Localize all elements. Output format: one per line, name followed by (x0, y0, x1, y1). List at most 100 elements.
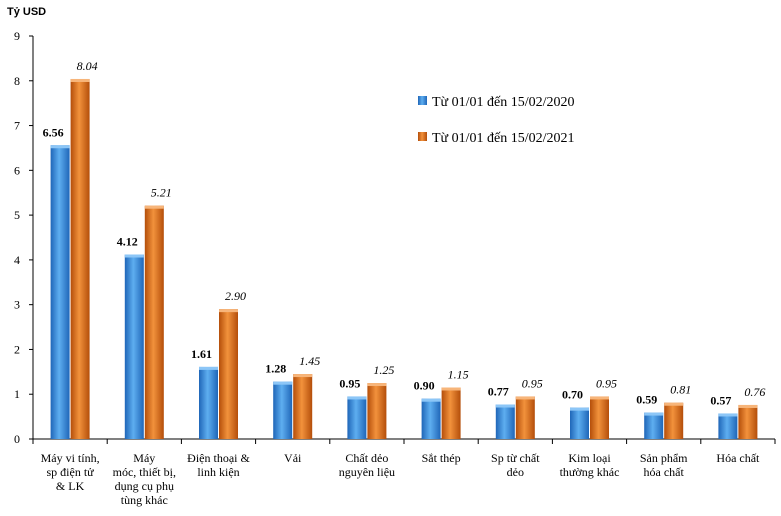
bar-top-highlight (273, 381, 293, 385)
category-label-line: Sắt thép (422, 451, 461, 465)
bar-series-1 (124, 254, 144, 439)
category-label-line: Chất dẻo (345, 451, 388, 465)
category-label-line: dẻo (507, 465, 524, 479)
data-label-series-2: 0.81 (670, 383, 691, 397)
category-label: Chất dẻo nguyên liệu (339, 451, 395, 479)
category-label: Sắt thép (422, 451, 461, 465)
bar-top-highlight (644, 412, 664, 416)
data-labels: 6.56 8.04 4.12 5.21 1.61 2.90 1.28 1.45 0.95 1.25… (43, 59, 766, 407)
y-tick-label: 0 (14, 432, 20, 446)
bar-series-2 (441, 387, 461, 439)
bar-top-highlight (293, 374, 313, 378)
bar-series-2 (367, 383, 387, 439)
category-label-line: Vải (284, 451, 302, 465)
y-axis: 0 1 2 3 4 5 6 7 8 9 (14, 29, 34, 446)
category-label-line: sp điện tử (47, 465, 95, 479)
category-label-line: Hóa chất (716, 451, 760, 465)
bar-series-1 (644, 412, 664, 439)
bar-top-highlight (421, 398, 441, 402)
category-label: Kim loại thường khác (560, 451, 620, 479)
legend-label-2020: Từ 01/01 đến 15/02/2020 (432, 95, 575, 110)
bar-top-highlight (570, 407, 589, 411)
y-tick-label: 2 (14, 342, 20, 356)
bar-series-2 (738, 404, 758, 439)
x-axis (32, 438, 776, 444)
category-label-line: linh kiện (197, 465, 239, 479)
data-label-series-1: 0.70 (562, 388, 583, 402)
bar-series-1 (199, 366, 218, 439)
data-label-series-2: 0.95 (596, 376, 617, 390)
y-tick-label: 4 (14, 253, 20, 267)
data-label-series-2: 1.45 (299, 354, 320, 368)
bar-series-1 (495, 404, 515, 439)
data-label-series-1: 1.28 (265, 362, 286, 376)
bar-series-1 (421, 398, 441, 439)
data-label-series-1: 0.59 (636, 393, 657, 407)
bar-top-highlight (367, 383, 387, 387)
bar-top-highlight (495, 404, 515, 408)
data-label-series-2: 0.95 (522, 376, 543, 390)
bar-top-highlight (664, 402, 684, 406)
data-label-series-1: 1.61 (191, 347, 212, 361)
bar-series-2 (515, 396, 535, 439)
data-label-series-2: 2.90 (225, 289, 246, 303)
category-label: Vải (284, 451, 302, 465)
category-label: Sản phẩm hóa chất (640, 451, 688, 479)
category-label-line: Điện thoại & (187, 451, 250, 465)
category-label: Máy vi tính, sp điện tử & LK (41, 451, 100, 493)
data-label-series-2: 1.15 (448, 368, 469, 382)
category-label: Máy móc, thiết bị, dụng cụ phụ tùng khác (113, 451, 176, 507)
category-label-line: hóa chất (644, 465, 685, 479)
category-label-line: móc, thiết bị, (113, 465, 176, 479)
data-label-series-1: 0.90 (414, 379, 435, 393)
bar-series-2 (293, 374, 313, 439)
y-tick-label: 6 (14, 163, 20, 177)
legend-swatch-2021 (418, 132, 427, 141)
legend-swatch-2020 (418, 96, 427, 105)
category-label-line: tùng khác (121, 493, 168, 507)
bars (50, 78, 758, 439)
bar-top-highlight (347, 396, 367, 400)
category-labels: Máy vi tính, sp điện tử & LK Máy móc, thiết … (41, 451, 760, 507)
bar-top-highlight (124, 254, 144, 258)
y-unit-label: Tỷ USD (7, 6, 46, 18)
bar-top-highlight (590, 396, 609, 400)
bar-series-1 (718, 413, 738, 439)
category-label-line: dụng cụ phụ (115, 479, 174, 493)
category-label-line: Kim loại (568, 451, 611, 465)
data-label-series-1: 0.77 (488, 385, 509, 399)
data-label-series-1: 6.56 (43, 125, 64, 139)
data-label-series-1: 4.12 (117, 235, 138, 249)
y-tick-label: 9 (14, 29, 20, 43)
category-label-line: & LK (56, 479, 85, 493)
bar-top-highlight (50, 145, 70, 149)
category-label: Điện thoại & linh kiện (187, 451, 250, 479)
y-tick-label: 8 (14, 74, 20, 88)
category-label-line: Máy vi tính, (41, 451, 100, 465)
bar-top-highlight (718, 413, 738, 417)
category-label-line: Sản phẩm (640, 451, 688, 465)
category-label-line: thường khác (560, 465, 620, 479)
category-label-line: Sp từ chất (491, 451, 540, 465)
y-tick-label: 7 (14, 119, 20, 133)
data-label-series-2: 8.04 (77, 59, 98, 73)
bar-series-2 (590, 396, 609, 439)
y-tick-label: 3 (14, 298, 20, 312)
bar-series-2 (219, 309, 238, 439)
bar-series-1 (570, 407, 589, 439)
bar-series-1 (347, 396, 367, 439)
data-label-series-2: 5.21 (151, 186, 172, 200)
legend-label-2021: Từ 01/01 đến 15/02/2021 (432, 131, 575, 146)
bar-top-highlight (441, 387, 461, 391)
bar-series-2 (70, 78, 90, 439)
bar-top-highlight (515, 396, 535, 400)
y-tick-label: 1 (14, 387, 20, 401)
bar-top-highlight (219, 309, 238, 313)
data-label-series-1: 0.95 (339, 376, 360, 390)
data-label-series-2: 0.76 (744, 385, 765, 399)
category-label-line: Máy (133, 451, 155, 465)
bar-series-1 (273, 381, 293, 439)
legend: Từ 01/01 đến 15/02/2020 Từ 01/01 đến 15/… (418, 95, 575, 146)
bar-series-1 (50, 145, 70, 439)
